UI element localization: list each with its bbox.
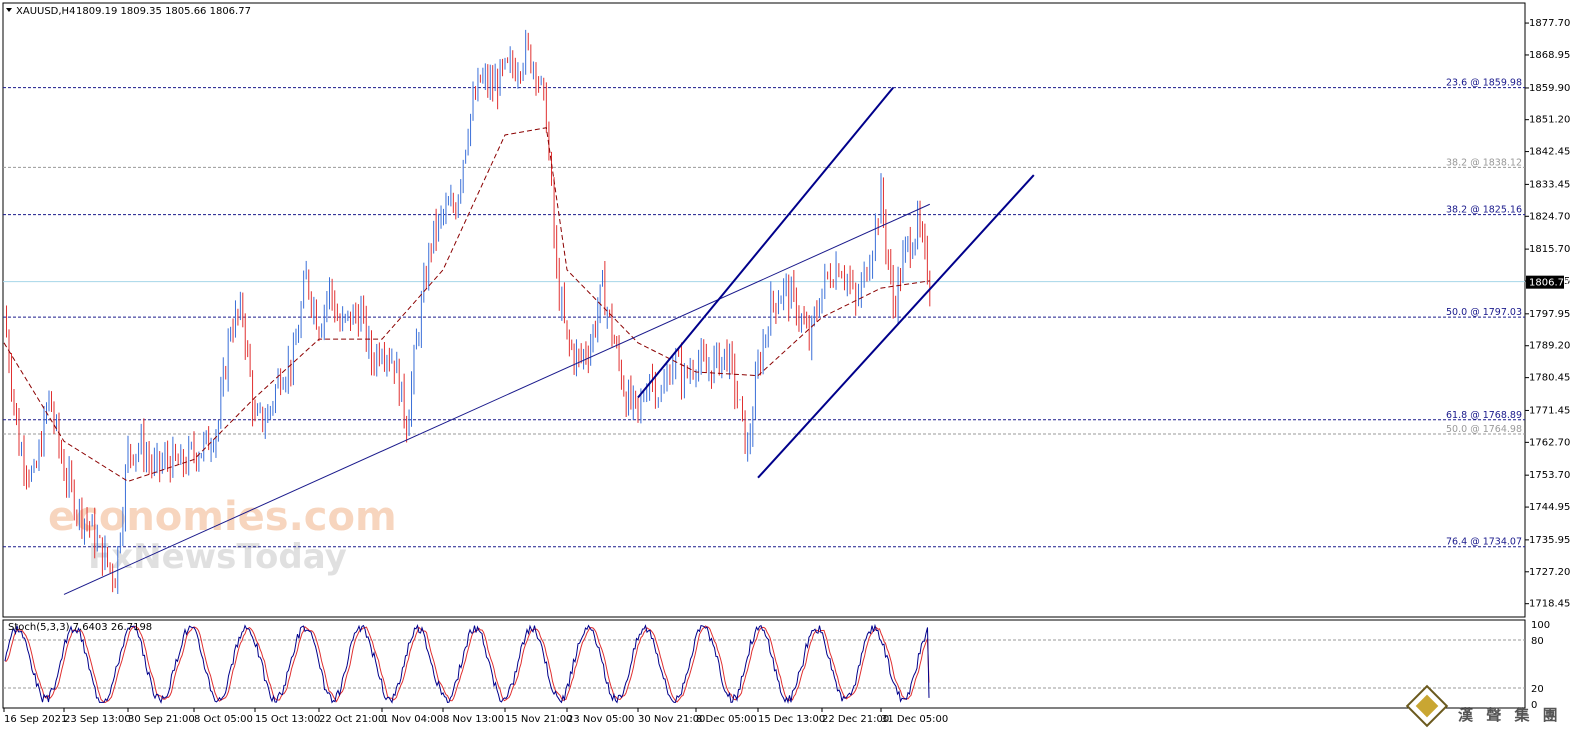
- stochastic-tick-label: 0: [1531, 700, 1537, 711]
- price-tick-label: 1824.70: [1529, 211, 1570, 222]
- time-tick-label: 23 Sep 13:00: [64, 714, 131, 725]
- trendline-channel-lower: [757, 174, 1035, 479]
- time-tick-label: 30 Sep 21:00: [128, 714, 195, 725]
- time-tick-label: 22 Dec 21:00: [822, 714, 889, 725]
- stochastic-signal-line: [5, 625, 930, 703]
- current-price-tag: 1806.77: [1526, 275, 1570, 289]
- price-tick-label: 1718.45: [1529, 599, 1570, 610]
- stochastic-tick-label: 20: [1531, 684, 1544, 695]
- price-tick-label: 1735.95: [1529, 535, 1570, 546]
- time-tick-label: 15 Dec 13:00: [758, 714, 825, 725]
- price-tick-label: 1859.90: [1529, 83, 1570, 94]
- price-tick-label: 1744.95: [1529, 502, 1570, 513]
- time-tick-label: 1 Nov 04:00: [382, 714, 443, 725]
- price-tick-label: 1877.70: [1529, 18, 1570, 29]
- stochastic-title: Stoch(5,3,3) 7.6403 26.7198: [8, 622, 152, 633]
- moving-average-line: [3, 127, 930, 482]
- trendlines-layer: [63, 86, 1035, 595]
- stochastic-main-line: [4, 623, 930, 704]
- fib-level-label: 38.2 @ 1838.12: [1446, 157, 1522, 168]
- moving-average-layer: [3, 127, 930, 482]
- watermark-economies: economies.com: [48, 494, 397, 540]
- price-tick-label: 1753.70: [1529, 470, 1570, 481]
- time-tick-label: 22 Oct 21:00: [319, 714, 384, 725]
- time-tick-label: 23 Nov 05:00: [567, 714, 634, 725]
- price-tick-label: 1868.95: [1529, 50, 1570, 61]
- fib-level-label: 76.4 @ 1734.07: [1446, 537, 1522, 548]
- price-tick-label: 1815.70: [1529, 244, 1570, 255]
- watermark: economies.com FxNewsToday: [48, 494, 397, 577]
- stochastic-panel-frame: [2, 619, 1526, 709]
- current-price-value: 1806.77: [1529, 278, 1570, 289]
- trendline-channel-upper: [637, 86, 894, 399]
- trendline-long-support: [63, 203, 931, 595]
- stochastic-tick-label: 80: [1531, 636, 1544, 647]
- watermark-fxnewstoday: FxNewsToday: [88, 537, 347, 577]
- time-tick-label: 30 Nov 21:00: [638, 714, 705, 725]
- time-tick-label: 16 Sep 2021: [4, 714, 67, 725]
- price-tick-label: 1771.45: [1529, 405, 1570, 416]
- stochastic-layer: 100 80 20 0: [3, 620, 1550, 711]
- fib-level-label: 50.0 @ 1797.03: [1446, 307, 1522, 318]
- fib-level-label: 50.0 @ 1764.98: [1446, 424, 1522, 435]
- price-tick-label: 1762.70: [1529, 437, 1570, 448]
- price-tick-label: 1851.20: [1529, 115, 1570, 126]
- fib-levels-layer: 23.6 @ 1859.98 38.2 @ 1838.12 38.2 @ 1825.…: [3, 78, 1525, 548]
- fib-level-label: 23.6 @ 1859.98: [1446, 78, 1522, 89]
- price-tick-label: 1842.45: [1529, 147, 1570, 158]
- stochastic-tick-label: 100: [1531, 620, 1550, 631]
- price-panel-frame: [2, 2, 1526, 618]
- time-tick-label: 8 Dec 05:00: [696, 714, 757, 725]
- price-tick-label: 1833.45: [1529, 179, 1570, 190]
- time-tick-label: 15 Oct 13:00: [255, 714, 320, 725]
- time-tick-label: 8 Nov 13:00: [443, 714, 504, 725]
- time-tick-label: 8 Oct 05:00: [194, 714, 253, 725]
- price-tick-label: 1797.95: [1529, 309, 1570, 320]
- ohlc-readout: 1809.19 1809.35 1805.66 1806.77: [76, 6, 251, 17]
- fib-level-label: 38.2 @ 1825.16: [1446, 205, 1522, 216]
- symbol-label: XAUUSD,H4: [16, 6, 75, 17]
- price-tick-label: 1789.20: [1529, 341, 1570, 352]
- price-tick-label: 1780.45: [1529, 373, 1570, 384]
- fib-level-label: 61.8 @ 1768.89: [1446, 410, 1522, 421]
- collapse-arrow-icon[interactable]: [6, 8, 12, 12]
- price-axis-layer: 1877.70 1868.95 1859.90 1851.20 1842.45 1833.…: [1525, 18, 1570, 610]
- logo-text: 漢 聲 集 團: [1458, 706, 1562, 724]
- time-tick-label: 15 Nov 21:00: [505, 714, 572, 725]
- price-tick-label: 1727.20: [1529, 567, 1570, 578]
- candles-layer: [6, 29, 931, 594]
- time-tick-label: 31 Dec 05:00: [881, 714, 948, 725]
- company-logo: 漢 聲 集 團: [1405, 684, 1562, 728]
